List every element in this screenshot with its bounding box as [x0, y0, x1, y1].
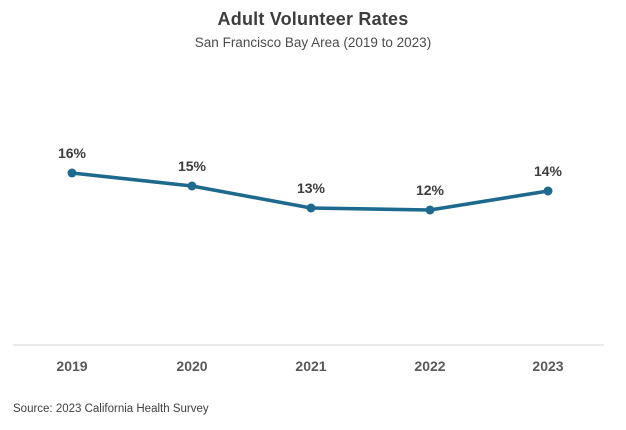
data-point: [425, 205, 435, 215]
data-point: [306, 203, 316, 213]
data-point-label: 16%: [58, 145, 87, 161]
chart-subtitle: San Francisco Bay Area (2019 to 2023): [194, 35, 432, 50]
data-point-label: 14%: [534, 163, 563, 179]
data-point-label: 13%: [297, 180, 326, 196]
x-tick-label: 2022: [414, 358, 445, 374]
data-point-label: 12%: [416, 182, 445, 198]
data-point: [67, 168, 77, 178]
source-note: Source: 2023 California Health Survey: [13, 403, 209, 415]
x-tick-label: 2020: [176, 358, 207, 374]
x-tick-label: 2019: [56, 358, 87, 374]
x-tick-label: 2021: [295, 358, 326, 374]
x-tick-label: 2023: [532, 358, 563, 374]
chart-title: Adult Volunteer Rates: [217, 9, 409, 29]
data-point: [543, 186, 553, 196]
data-point-label: 15%: [178, 158, 207, 174]
data-point: [187, 181, 197, 191]
